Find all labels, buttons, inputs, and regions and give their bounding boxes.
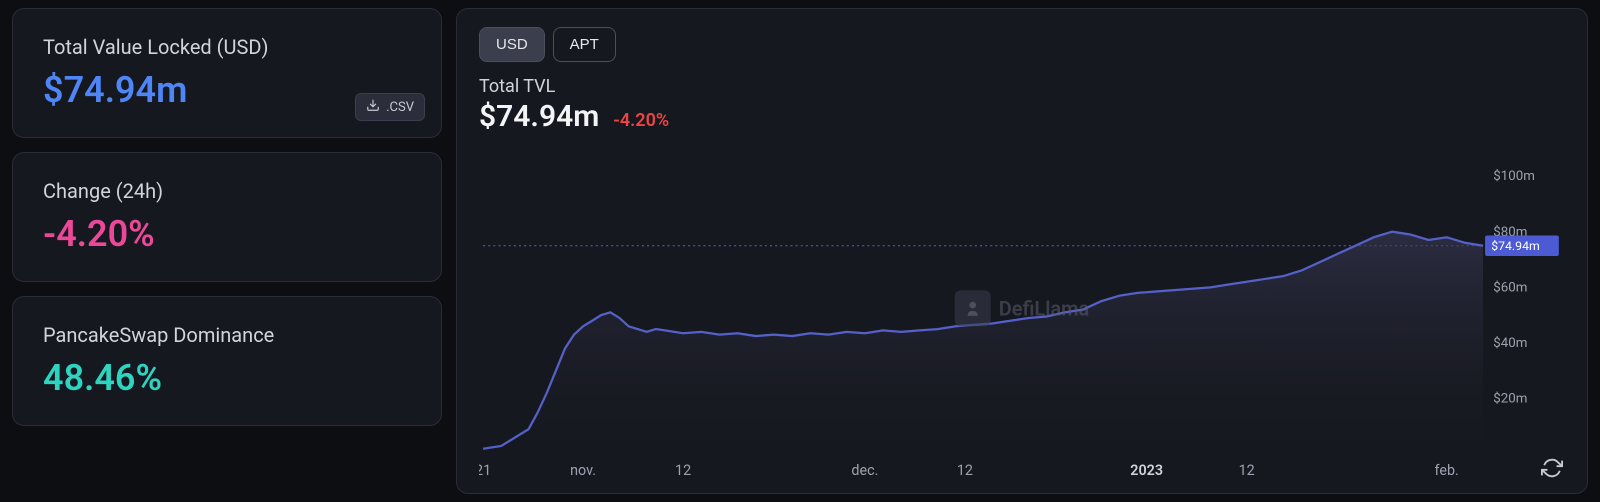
svg-text:12: 12	[957, 462, 973, 479]
chart-subtitle: Total TVL	[479, 76, 1565, 97]
toggle-apt[interactable]: APT	[553, 27, 616, 62]
chart-panel: USD APT Total TVL $74.94m -4.20% $20m $40…	[456, 8, 1588, 494]
svg-text:feb.: feb.	[1435, 462, 1459, 479]
currency-toggle: USD APT	[479, 27, 1565, 62]
svg-text:dec.: dec.	[851, 462, 878, 479]
dominance-value: 48.46%	[43, 357, 411, 399]
toggle-usd[interactable]: USD	[479, 27, 545, 62]
dominance-label: PancakeSwap Dominance	[43, 323, 411, 347]
svg-text:12: 12	[1239, 462, 1255, 479]
chart-header: Total TVL $74.94m -4.20%	[479, 76, 1565, 134]
tvl-chart: $20m$40m$60m$80m$100m$74.94m21nov.12dec.…	[479, 142, 1565, 481]
csv-label: .CSV	[386, 100, 414, 115]
svg-text:$74.94m: $74.94m	[1491, 239, 1540, 254]
svg-text:12: 12	[675, 462, 691, 479]
svg-text:$100m: $100m	[1493, 169, 1535, 184]
chart-value: $74.94m	[479, 99, 599, 134]
svg-text:$20m: $20m	[1493, 392, 1527, 407]
svg-text:21: 21	[479, 462, 491, 479]
svg-text:nov.: nov.	[570, 462, 596, 479]
change-card: Change (24h) -4.20%	[12, 152, 442, 282]
change-label: Change (24h)	[43, 179, 411, 203]
svg-text:$40m: $40m	[1493, 336, 1527, 351]
download-icon	[366, 98, 380, 116]
svg-text:$60m: $60m	[1493, 280, 1527, 295]
svg-text:2023: 2023	[1130, 462, 1163, 479]
tvl-label: Total Value Locked (USD)	[43, 35, 411, 59]
refresh-button[interactable]	[1541, 457, 1563, 479]
tvl-card: Total Value Locked (USD) $74.94m .CSV	[12, 8, 442, 138]
stats-sidebar: Total Value Locked (USD) $74.94m .CSV Ch…	[12, 8, 442, 494]
download-csv-button[interactable]: .CSV	[355, 93, 425, 121]
change-value: -4.20%	[43, 213, 411, 255]
chart-change: -4.20%	[613, 110, 669, 131]
dominance-card: PancakeSwap Dominance 48.46%	[12, 296, 442, 426]
